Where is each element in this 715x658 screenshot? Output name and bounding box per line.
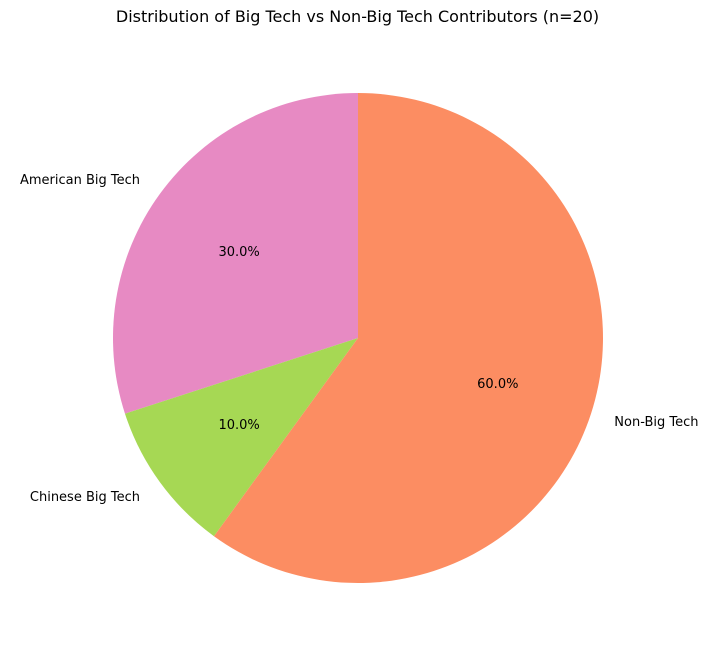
pct-label-american-big-tech: 30.0% [218,245,259,260]
slice-label-chinese-big-tech: Chinese Big Tech [30,490,140,505]
pie-slice-american-big-tech [112,93,358,414]
slice-label-non-big-tech: Non-Big Tech [614,415,698,430]
slice-label-american-big-tech: American Big Tech [20,173,140,188]
pie-slice-chinese-big-tech [124,338,359,537]
pct-label-chinese-big-tech: 10.0% [218,418,259,433]
chart-title: Distribution of Big Tech vs Non-Big Tech… [115,7,600,26]
pie-slice-non-big-tech [213,93,603,583]
pct-label-non-big-tech: 60.0% [477,377,518,392]
